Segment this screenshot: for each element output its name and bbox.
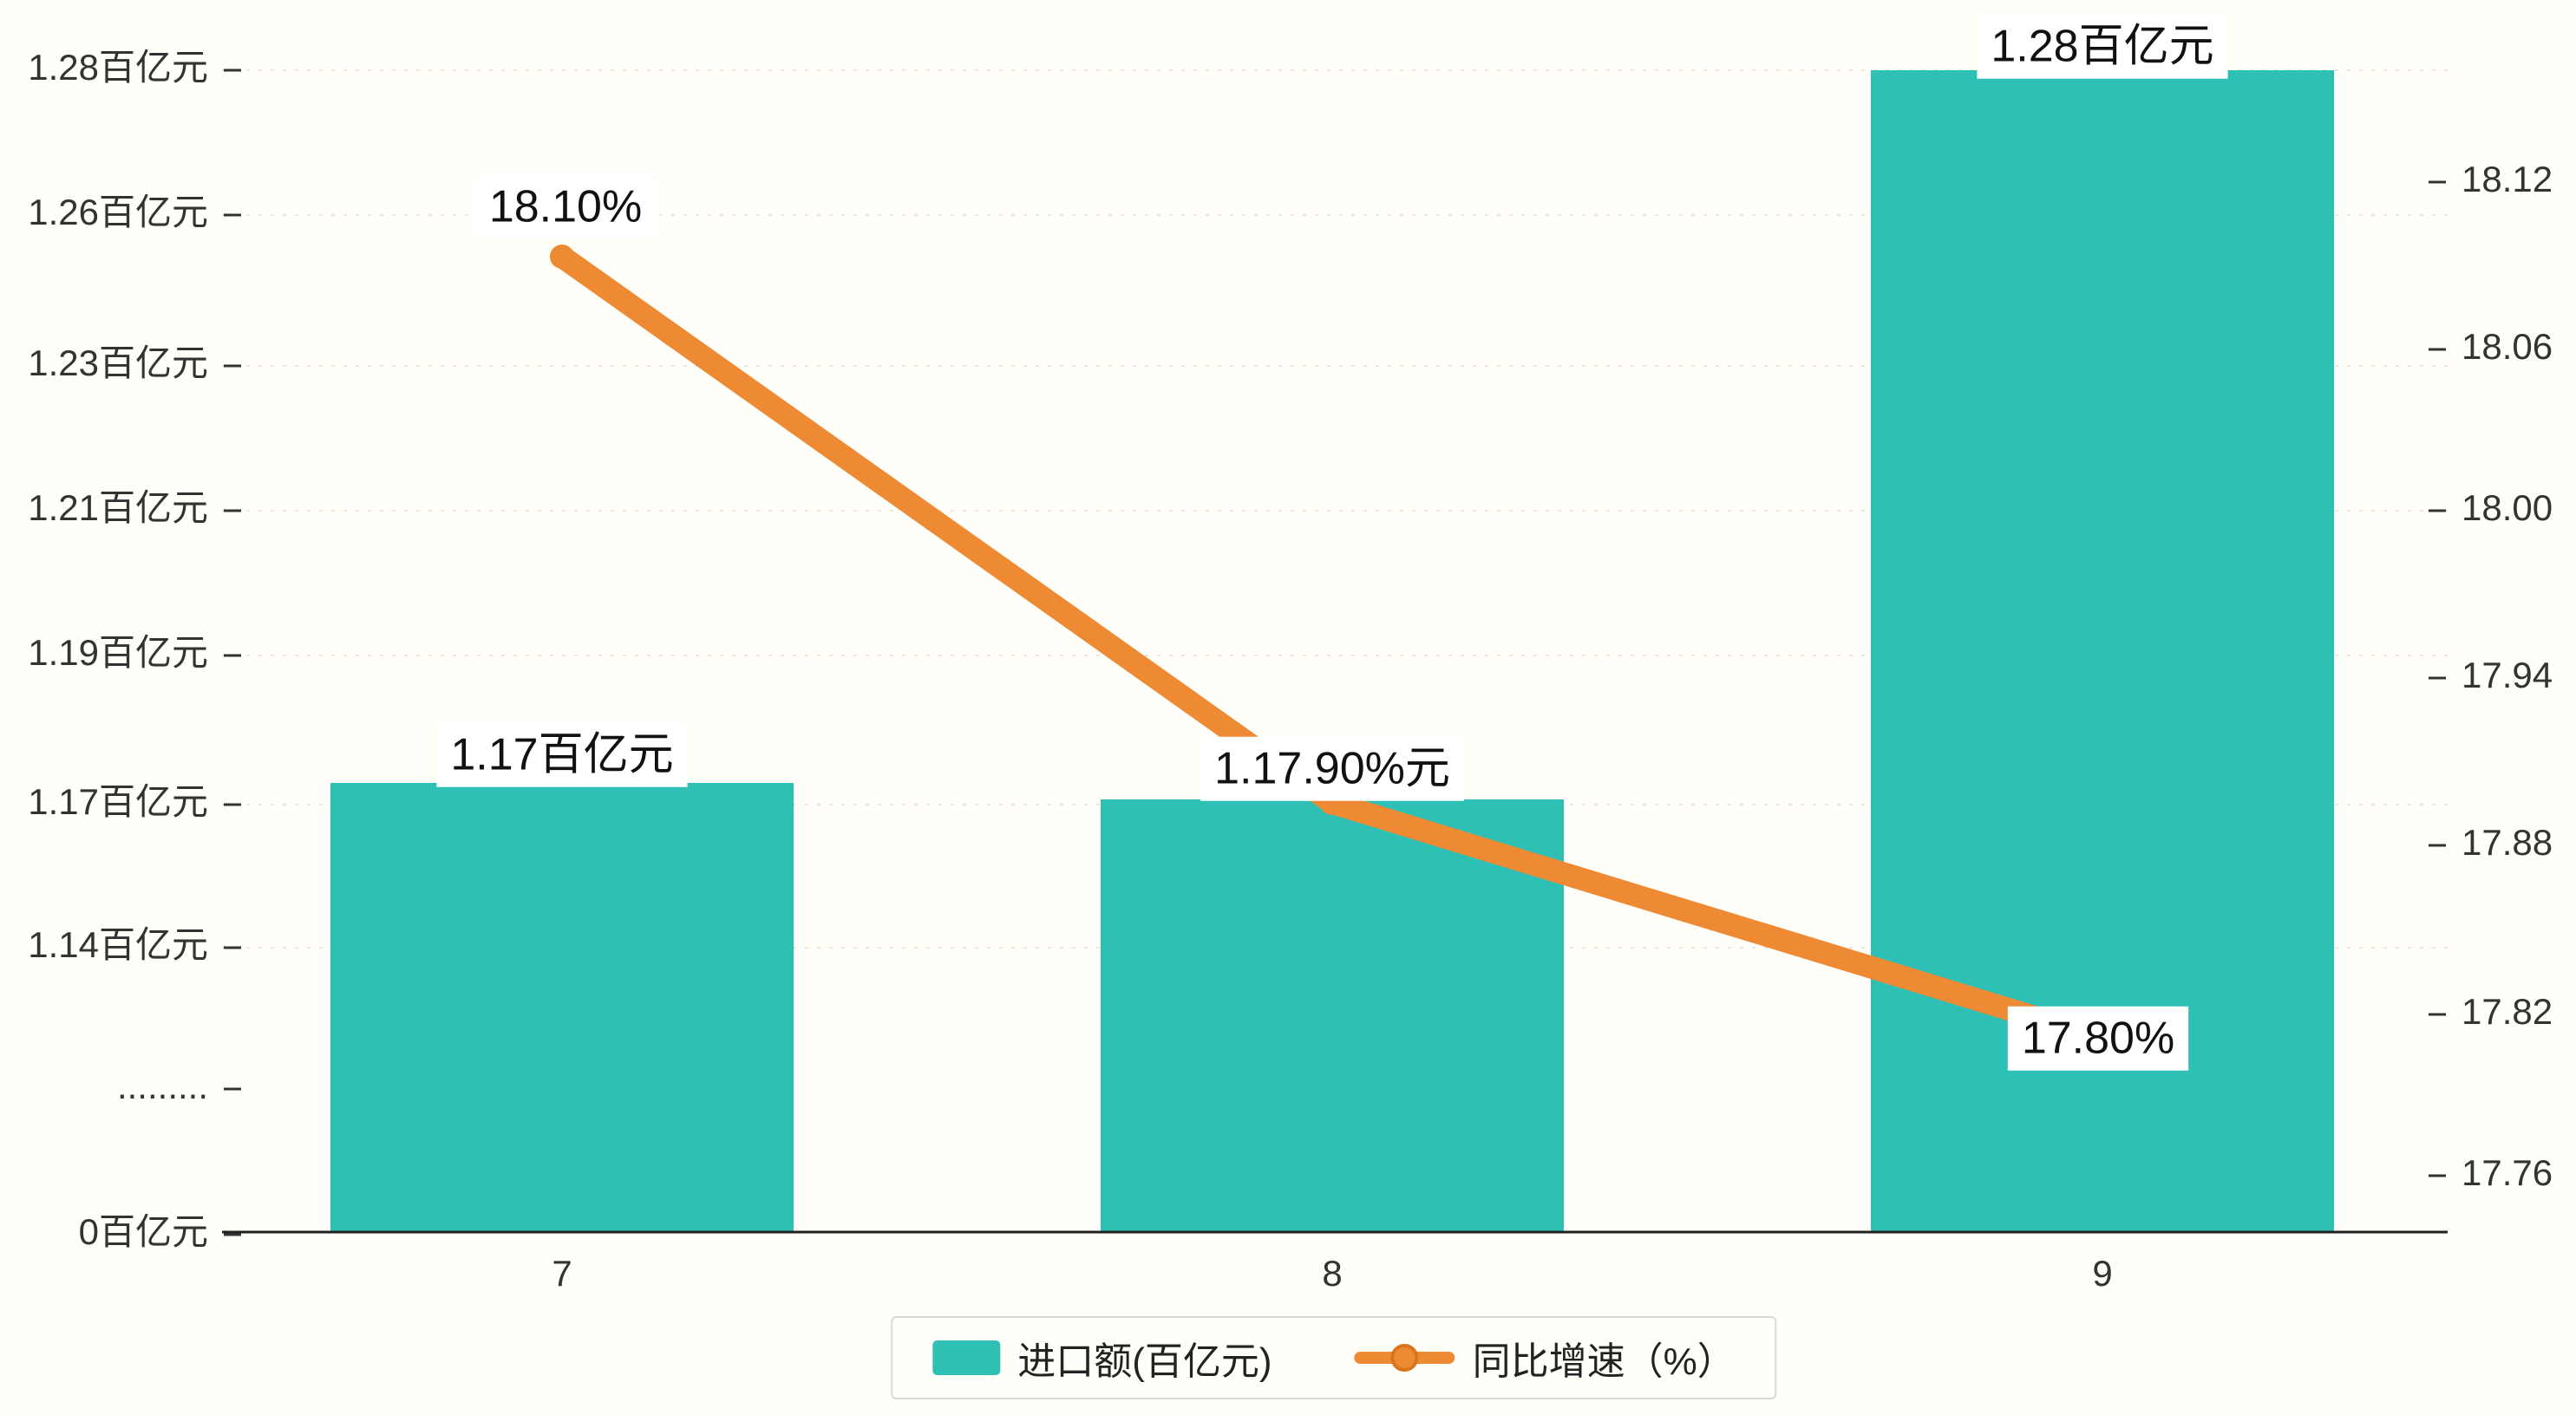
bar-month-8[interactable] bbox=[1101, 799, 1564, 1232]
line-marker-7[interactable] bbox=[550, 245, 574, 269]
line-label-9: 17.80% bbox=[2022, 1014, 2174, 1064]
left-axis-label: 1.28百亿元 bbox=[28, 47, 208, 88]
x-axis-label: 8 bbox=[1322, 1253, 1342, 1294]
x-axis-label: 9 bbox=[2092, 1253, 2112, 1294]
legend-item-growth[interactable]: 同比增速（%） bbox=[1354, 1330, 1736, 1386]
bar-label-7: 1.17百亿元 bbox=[450, 730, 673, 780]
line-series-swatch-icon bbox=[1354, 1340, 1455, 1375]
x-axis-label: 7 bbox=[552, 1253, 572, 1294]
legend: 进口额(百亿元) 同比增速（%） bbox=[891, 1316, 1777, 1399]
line-label-9-box bbox=[2007, 1006, 2189, 1071]
bar-label-8-box bbox=[1200, 736, 1464, 801]
left-axis-label: 1.23百亿元 bbox=[28, 342, 208, 383]
legend-label-growth: 同比增速（%） bbox=[1472, 1340, 1736, 1383]
legend-item-imports[interactable]: 进口额(百亿元) bbox=[932, 1330, 1272, 1386]
legend-label-imports: 进口额(百亿元) bbox=[1017, 1340, 1272, 1383]
right-axis-label: 17.94 bbox=[2462, 655, 2553, 695]
bar-label-9: 1.28百亿元 bbox=[1991, 22, 2213, 72]
line-label-7: 18.10% bbox=[489, 182, 642, 232]
bar-label-9-box bbox=[1977, 14, 2228, 79]
bar-label-8: 1.17.90%元 bbox=[1214, 744, 1450, 794]
left-axis-label: 1.21百亿元 bbox=[28, 487, 208, 528]
left-axis-label: ......... bbox=[117, 1066, 208, 1106]
left-axis-label: 1.14百亿元 bbox=[28, 924, 208, 965]
left-axis-label: 0百亿元 bbox=[79, 1211, 208, 1252]
left-axis-label: 1.17百亿元 bbox=[28, 781, 208, 822]
right-axis-label: 18.12 bbox=[2462, 159, 2553, 199]
left-axis-label: 1.26百亿元 bbox=[28, 192, 208, 232]
bar-series-swatch-icon bbox=[932, 1340, 1001, 1375]
bar-month-7[interactable] bbox=[330, 783, 794, 1232]
right-axis-label: 18.00 bbox=[2462, 487, 2553, 528]
left-axis-label: 1.19百亿元 bbox=[28, 632, 208, 673]
right-axis-label: 17.82 bbox=[2462, 991, 2553, 1032]
right-axis-label: 17.76 bbox=[2462, 1152, 2553, 1193]
right-axis-label: 17.88 bbox=[2462, 822, 2553, 863]
bar-label-7-box bbox=[436, 722, 688, 787]
right-axis-label: 18.06 bbox=[2462, 326, 2553, 367]
line-swatch-dot-icon bbox=[1390, 1344, 1419, 1372]
line-label-7-box bbox=[474, 174, 657, 239]
